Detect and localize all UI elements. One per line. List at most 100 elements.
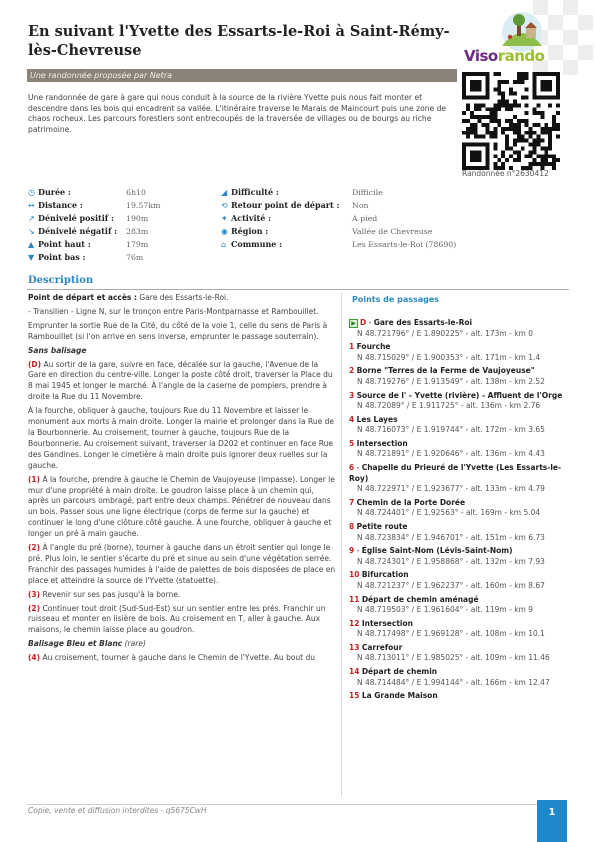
waypoint-item: 11 Départ de chemin aménagé N 48.719503° … (349, 595, 569, 616)
fact-descent: ↘ Dénivelé négatif :283m (28, 226, 149, 236)
waypoint-number: 14 (349, 667, 360, 677)
visorando-logo-text: Visorando (464, 47, 545, 65)
waypoint-name: Petite route (356, 522, 408, 531)
descent-icon: ↘ (28, 227, 35, 236)
high-point-icon: ▲ (28, 240, 35, 249)
waypoint-number: 12 (349, 618, 360, 628)
waypoint-name: Intersection (356, 438, 408, 448)
waypoint-coordinates: N 48.724301° / E 1.958868° - alt. 132m -… (357, 556, 545, 566)
waypoint-number: 13 (349, 642, 360, 652)
low-point-icon: ▼ (28, 253, 35, 262)
fact-region: ◉ Région : Vallée de Chevreuse (221, 226, 433, 236)
waypoint-coordinates: N 48.715029° / E 1.900353° - alt. 171m -… (357, 352, 541, 362)
column-divider (341, 292, 342, 797)
activity-icon: ✦ (221, 214, 228, 223)
waypoint-item: 1 Fourche N 48.715029° / E 1.900353° - al… (349, 342, 569, 363)
waypoint-number: 2 (349, 366, 355, 376)
subtitle-bar: Une randonnée proposée par Netra (27, 69, 457, 82)
fact-low-point: ▼ Point bas :76m (28, 252, 144, 262)
access-line: - Transilien - Ligne N, sur le tronçon e… (28, 306, 319, 316)
fact-difficulty: ◢ Difficulté : Difficile (221, 187, 383, 197)
corner-checker-pattern (533, 0, 593, 75)
waypoint-name: Départ de chemin aménagé (361, 594, 479, 604)
distance-icon: ↔ (28, 201, 35, 210)
section-blue-white: Balisage Bleu et Blanc (rare) (28, 639, 146, 649)
ascent-icon: ↗ (28, 214, 35, 223)
waypoint-name: Borne "Terres de la Ferme de Vaujoyeuse" (356, 366, 535, 376)
waypoint-item: 4 Les Layes N 48.716073° / E 1.919744° - … (349, 415, 569, 436)
waypoint-coordinates: N 48.721796° / E 1.890225° - alt. 173m -… (357, 328, 534, 338)
step-1: (1) À la fourche, prendre à gauche le Ch… (28, 474, 335, 539)
waypoint-item: 3 Source de l' - Yvette (rivière) - Affl… (349, 391, 569, 412)
step-D: (D) Au sortir de la gare, suivre en face… (28, 359, 333, 402)
page-title: En suivant l'Yvette des Essarts-le-Roi à… (28, 23, 450, 59)
waypoint-coordinates: N 48.713011° / E 1.985025° - alt. 109m -… (357, 653, 550, 663)
qr-code[interactable] (462, 72, 560, 170)
waypoint-number: 1 (349, 342, 355, 352)
waypoint-number: 15 (349, 691, 360, 701)
waypoint-name: Bifurcation (361, 570, 409, 580)
waypoint-name: Les Layes (356, 414, 398, 424)
waypoint-coordinates: N 48.721891° / E 1.920646° - alt. 136m -… (357, 449, 545, 459)
intro-text: Une randonnée de gare à gare qui nous co… (28, 93, 447, 134)
waypoints-list: ▶ D - Gare des Essarts-le-Roi N 48.721796°… (349, 318, 569, 705)
waypoint-name: La Grande Maison (361, 691, 438, 701)
waypoint-number: 4 (349, 414, 355, 424)
waypoint-name: Départ de chemin (361, 667, 438, 677)
start-flag-icon: ▶ (349, 318, 358, 328)
return-icon: ⟲ (221, 201, 228, 210)
waypoint-name: Gare des Essarts-le-Roi (373, 318, 473, 327)
waypoint-name: Carrefour (361, 642, 403, 652)
waypoint-item: 14 Départ de chemin N 48.714484° / E 1.99… (349, 667, 569, 688)
step-2: (2) À l'angle du pré (borne), tourner à … (28, 543, 336, 585)
waypoint-coordinates: N 48.719503° / E 1.961604° - alt. 119m -… (357, 605, 534, 615)
step-4: (4) Au croisement, tourner à gauche dans… (28, 653, 316, 663)
waypoint-number: 9 (349, 546, 355, 556)
rando-number: Randonnée n°2630412 (462, 169, 549, 178)
waypoint-coordinates: N 48.717498° / E 1.969128° - alt. 108m -… (357, 629, 545, 639)
waypoint-item: 10 Bifurcation N 48.721237° / E 1.962237°… (349, 570, 569, 591)
waypoint-name: Chemin de la Porte Dorée (356, 497, 466, 507)
waypoint-name: Chapelle du Prieuré de l'Yvette (Les Ess… (349, 463, 562, 483)
waypoint-number: 11 (349, 594, 360, 604)
fact-duration: ◷ Durée :6h10 (28, 187, 146, 197)
waypoint-coordinates: N 48.724401° / E 1.92563° - alt. 169m - … (357, 508, 541, 518)
waypoint-item: 15 La Grande Maison (349, 691, 569, 702)
description-heading: Description (28, 275, 94, 286)
description-divider (27, 289, 569, 290)
waypoint-coordinates: N 48.716073° / E 1.919744° - alt. 172m -… (357, 425, 545, 435)
waypoint-number: 10 (349, 570, 360, 580)
footer-divider (27, 804, 537, 805)
fact-activity: ✦ Activité :A pied (221, 213, 378, 223)
step-2b: (2) Continuer tout droit (Sud-Sud-Est) s… (28, 603, 326, 635)
waypoint-coordinates: N 48.723834° / E 1.946701° - alt. 151m -… (357, 532, 545, 542)
waypoint-name: Source de l' - Yvette (rivière) - Afflue… (356, 390, 563, 400)
waypoint-coordinates: N 48.72089° / E 1.911725° - alt. 136m - … (357, 401, 541, 411)
waypoint-number: 6 (349, 463, 355, 473)
waypoint-item: 13 Carrefour N 48.713011° / E 1.985025° -… (349, 643, 569, 664)
waypoint-item: 8 Petite route N 48.723834° / E 1.946701°… (349, 522, 569, 543)
fact-distance: ↔ Distance :19.57km (28, 200, 161, 210)
waypoint-number: D (360, 318, 367, 327)
waypoint-coordinates: N 48.722971° / E 1.923677° - alt. 133m -… (357, 484, 545, 494)
waypoint-coordinates: N 48.719276° / E 1.913549° - alt. 138m -… (357, 376, 545, 386)
step-3: (3) Revenir sur ses pas jusqu'à la borne… (28, 589, 181, 599)
waypoint-name: Fourche (356, 342, 391, 352)
waypoint-item: 12 Intersection N 48.717498° / E 1.969128… (349, 619, 569, 640)
waypoints-heading: Points de passages (352, 295, 440, 304)
start-access: Point de départ et accès : Gare des Essa… (28, 293, 229, 302)
waypoint-item: 6 - Chapelle du Prieuré de l'Yvette (Les… (349, 463, 569, 495)
commune-icon: ⌂ (221, 240, 227, 249)
page-number-badge: 1 (537, 800, 567, 842)
waypoint-number: 5 (349, 438, 355, 448)
access-line: Emprunter la sortie Rue de la Cité, du c… (28, 320, 328, 341)
waypoint-number: 7 (349, 497, 355, 507)
waypoint-coordinates: N 48.721237° / E 1.962237° - alt. 160m -… (357, 580, 545, 590)
waypoint-number: 8 (349, 522, 355, 531)
visorando-logo-illustration (502, 12, 542, 52)
clock-icon: ◷ (28, 188, 35, 197)
footer-copyright: Copie, vente et diffusion interdites - q… (28, 806, 207, 815)
region-icon: ◉ (221, 227, 228, 236)
fact-high-point: ▲ Point haut :179m (28, 239, 149, 249)
waypoint-number: 3 (349, 390, 355, 400)
